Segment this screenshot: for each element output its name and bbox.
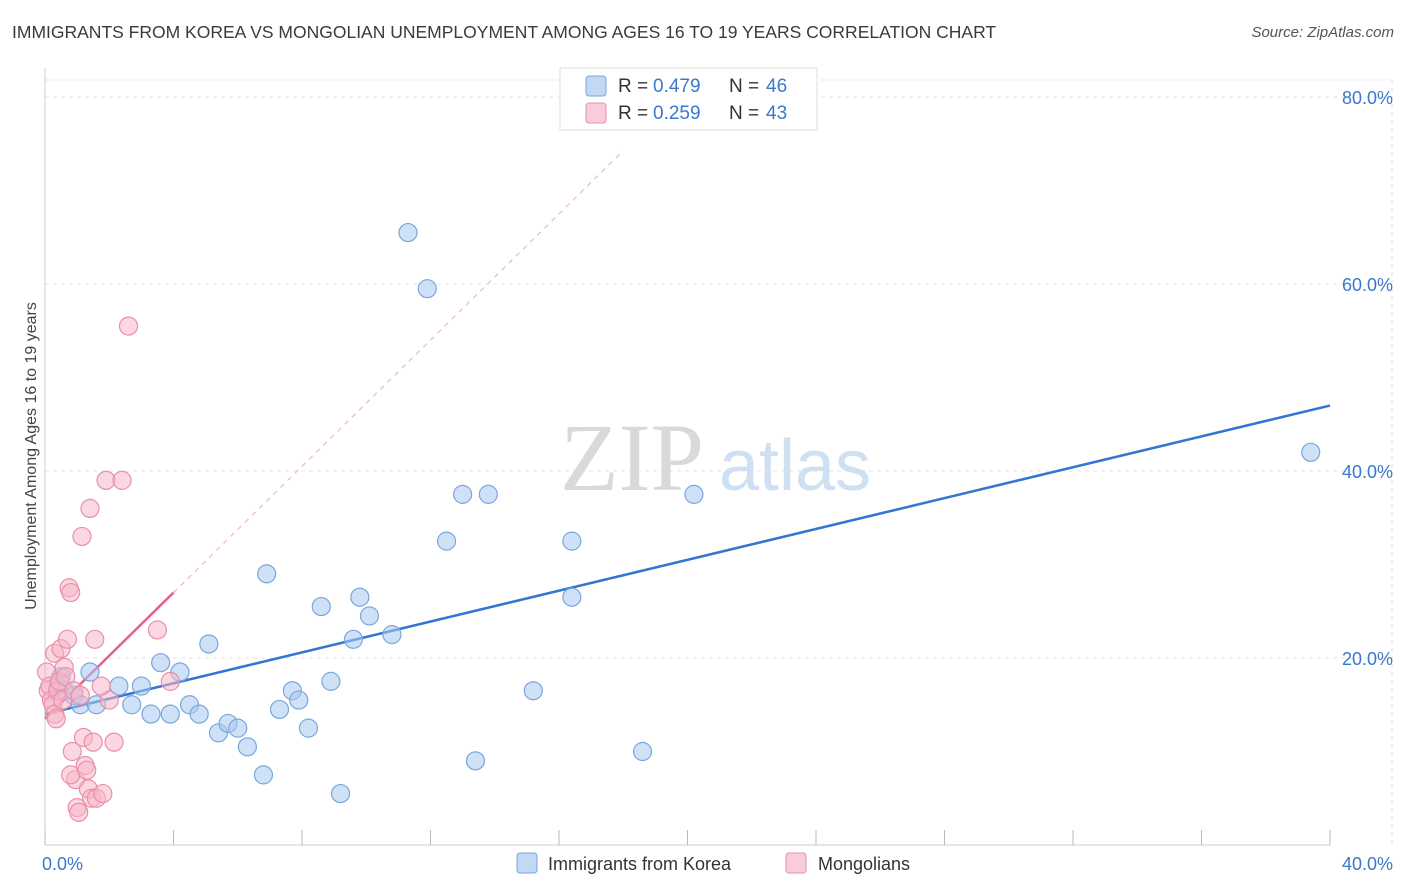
stats-legend: R = 0.479 N = 46 R = 0.259 N = 43 <box>559 67 818 131</box>
point-series-1 <box>96 470 116 490</box>
point-series-0 <box>151 653 171 673</box>
series-legend-label: Immigrants from Korea <box>548 854 732 874</box>
point-series-0 <box>237 737 257 757</box>
point-series-0 <box>478 484 498 504</box>
point-series-0 <box>321 671 341 691</box>
point-series-0 <box>562 587 582 607</box>
point-series-1 <box>93 783 113 804</box>
point-series-0 <box>417 279 437 299</box>
point-series-0 <box>160 704 180 724</box>
stats-n-label: N = <box>729 103 759 124</box>
point-series-0 <box>343 629 363 649</box>
point-series-0 <box>228 718 248 738</box>
point-series-0 <box>253 765 274 785</box>
chart-title: IMMIGRANTS FROM KOREA VS MONGOLIAN UNEMP… <box>12 22 997 42</box>
point-series-0 <box>289 690 309 710</box>
point-series-0 <box>1301 442 1321 462</box>
series-legend-swatch <box>516 852 538 874</box>
axes <box>44 68 1331 846</box>
point-series-0 <box>523 681 543 701</box>
stats-n-value: 43 <box>766 103 787 124</box>
point-series-0 <box>141 704 161 724</box>
stats-n-value: 46 <box>766 76 787 97</box>
point-series-0 <box>350 587 370 607</box>
x-tick-label: 40.0% <box>1342 854 1393 874</box>
stats-r-label: R = <box>618 103 648 124</box>
x-tick-label: 0.0% <box>42 854 83 874</box>
point-series-1 <box>61 582 81 603</box>
point-series-0 <box>382 625 402 645</box>
trend-line-extension-1 <box>173 150 624 593</box>
point-series-0 <box>436 531 457 551</box>
point-series-1 <box>57 629 78 649</box>
point-series-1 <box>77 760 97 780</box>
point-series-1 <box>62 741 82 762</box>
y-tick-label: 20.0% <box>1342 649 1393 669</box>
point-series-0 <box>199 634 219 654</box>
point-series-1 <box>70 685 90 706</box>
point-series-0 <box>298 718 319 738</box>
point-series-1 <box>147 620 168 640</box>
trend-line-0 <box>44 404 1331 716</box>
point-series-1 <box>83 732 103 752</box>
y-tick-label: 60.0% <box>1342 275 1393 295</box>
watermark-atlas: atlas <box>719 426 871 506</box>
point-series-1 <box>160 671 180 691</box>
series-legend: Immigrants from Korea Mongolians <box>516 852 910 874</box>
y-tick-label: 80.0% <box>1342 88 1393 108</box>
point-series-0 <box>398 222 418 243</box>
point-series-0 <box>269 699 290 720</box>
point-series-1 <box>85 629 105 649</box>
watermark-zip: ZIP <box>560 404 704 511</box>
stats-r-value: 0.259 <box>653 103 701 124</box>
point-series-0 <box>330 783 351 804</box>
series-legend-swatch <box>785 852 807 874</box>
point-series-0 <box>453 484 473 504</box>
stats-legend-swatch <box>585 75 607 97</box>
point-series-0 <box>359 606 380 626</box>
point-series-0 <box>257 564 277 584</box>
point-series-1 <box>69 802 89 822</box>
point-series-0 <box>189 704 209 724</box>
point-series-1 <box>112 470 132 490</box>
point-series-1 <box>72 526 92 547</box>
point-series-0 <box>632 741 653 762</box>
point-series-1 <box>118 316 139 336</box>
point-series-1 <box>80 498 100 518</box>
point-series-0 <box>465 751 486 771</box>
series-legend-label: Mongolians <box>818 854 910 874</box>
stats-r-value: 0.479 <box>653 76 701 97</box>
point-series-0 <box>311 596 331 617</box>
stats-legend-swatch <box>585 102 607 124</box>
y-tick-label: 40.0% <box>1342 462 1393 482</box>
point-series-0 <box>80 662 100 682</box>
point-series-1 <box>91 676 111 696</box>
y-axis-label: Unemployment Among Ages 16 to 19 years <box>23 302 40 610</box>
point-series-1 <box>104 732 124 752</box>
stats-r-label: R = <box>618 76 648 97</box>
source-label: Source: ZipAtlas.com <box>1251 24 1394 41</box>
data-points <box>37 222 1321 822</box>
point-series-0 <box>131 676 151 696</box>
point-series-0 <box>684 484 704 504</box>
point-series-0 <box>122 695 142 715</box>
point-series-0 <box>562 531 582 551</box>
tick-labels: 20.0% 40.0% 60.0% 80.0% 0.0% 40.0% <box>42 88 1393 874</box>
stats-n-label: N = <box>729 76 759 97</box>
point-series-1 <box>46 709 66 729</box>
